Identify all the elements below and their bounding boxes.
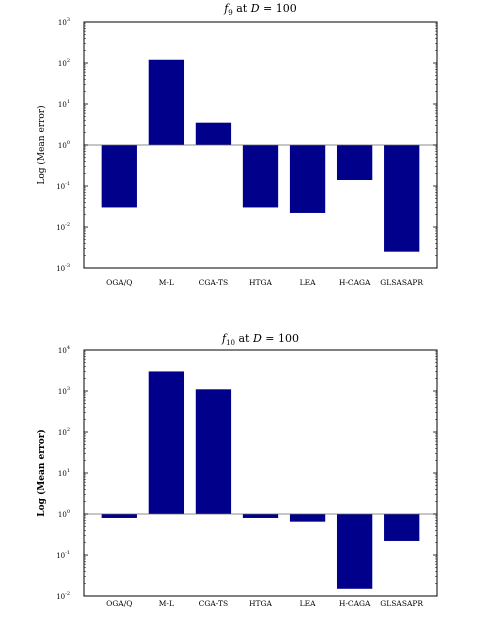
y-tick-label: 100 [58, 509, 70, 519]
y-tick-label: 103 [58, 386, 70, 396]
y-tick-label: 100 [58, 140, 70, 150]
bar-lea [289, 514, 326, 522]
y-tick-label: 10-1 [56, 550, 70, 560]
x-tick-label: CGA-TS [199, 278, 229, 287]
y-tick-exponent: -3 [65, 263, 70, 269]
y-tick-label: 10-1 [56, 181, 70, 191]
y-tick-base: 10 [56, 224, 65, 232]
x-tick-label: H-CAGA [339, 599, 371, 608]
title-subscript: 9 [228, 9, 232, 17]
bar-glsasapr [384, 514, 420, 541]
y-tick-label: 10-3 [56, 263, 70, 273]
y-tick-base: 10 [58, 347, 67, 355]
y-tick-exponent: -1 [65, 550, 70, 556]
y-tick-base: 10 [58, 470, 67, 478]
bar-oga-q [101, 514, 137, 518]
plot-frame [83, 349, 438, 597]
y-tick-label: 102 [58, 427, 70, 437]
chart-1: f9 at D = 100 Log (Mean error) OGA/Q M-L CGA… [36, 2, 438, 287]
title-func: f [223, 2, 230, 15]
bar-h-caga [336, 145, 373, 181]
x-tick-label: CGA-TS [199, 599, 229, 608]
bar-cga-ts [195, 122, 232, 145]
title-subscript: 10 [226, 339, 235, 347]
x-tick-label: LEA [300, 599, 316, 608]
bar-glsasapr [384, 145, 420, 252]
y-tick-exponent: -2 [65, 591, 70, 597]
bar-h-caga [336, 514, 373, 589]
y-tick-base: 10 [56, 593, 65, 601]
y-tick-exponent: 1 [67, 99, 70, 105]
y-tick-label: 104 [58, 345, 70, 355]
y-tick-exponent: -1 [65, 181, 70, 187]
chart-title: f10 at D = 100 [221, 332, 299, 347]
x-tick-label: HTGA [249, 599, 273, 608]
y-tick-label: 101 [58, 468, 70, 478]
y-tick-exponent: 0 [67, 509, 70, 515]
x-tick-label: LEA [300, 278, 316, 287]
y-tick-label: 10-2 [56, 591, 70, 601]
y-tick-exponent: -2 [65, 222, 70, 228]
bar-oga-q [101, 145, 137, 208]
x-tick-label: H-CAGA [339, 278, 371, 287]
y-tick-exponent: 1 [67, 468, 70, 474]
bar-htga [242, 514, 279, 518]
title-value: = 100 [260, 2, 297, 15]
x-tick-label: HTGA [249, 278, 273, 287]
y-tick-base: 10 [56, 183, 65, 191]
title-at: at [235, 332, 253, 345]
y-tick-base: 10 [58, 101, 67, 109]
y-tick-exponent: 2 [67, 427, 70, 433]
y-tick-exponent: 4 [67, 345, 70, 351]
x-tick-label: OGA/Q [106, 599, 132, 608]
bar-m-l [148, 59, 185, 145]
y-tick-exponent: 0 [67, 140, 70, 146]
x-tick-label: GLSASAPR [380, 278, 423, 287]
title-func: f [221, 332, 228, 345]
bar-m-l [148, 371, 185, 514]
y-tick-label: 102 [58, 58, 70, 68]
y-tick-exponent: 3 [67, 17, 70, 23]
y-tick-label: 103 [58, 17, 70, 27]
y-axis-label: Log (Mean error) [36, 105, 47, 184]
y-tick-base: 10 [58, 60, 67, 68]
y-tick-exponent: 3 [67, 386, 70, 392]
y-tick-label: 10-2 [56, 222, 70, 232]
y-tick-base: 10 [58, 19, 67, 27]
title-dimension: D [250, 2, 260, 15]
y-tick-exponent: 2 [67, 58, 70, 64]
y-tick-base: 10 [56, 265, 65, 273]
bar-htga [242, 145, 279, 208]
bar-cga-ts [195, 389, 232, 514]
x-tick-label: M-L [159, 278, 174, 287]
title-dimension: D [252, 332, 262, 345]
y-tick-base: 10 [58, 388, 67, 396]
x-tick-label: GLSASAPR [380, 599, 423, 608]
x-tick-label: M-L [159, 599, 174, 608]
y-tick-base: 10 [58, 142, 67, 150]
title-value: = 100 [262, 332, 299, 345]
y-tick-label: 101 [58, 99, 70, 109]
y-tick-base: 10 [58, 429, 67, 437]
bar-lea [289, 145, 326, 213]
chart-title: f9 at D = 100 [223, 2, 297, 17]
y-axis-label: Log (Mean error) [36, 429, 47, 516]
x-tick-label: OGA/Q [106, 278, 132, 287]
y-tick-base: 10 [58, 511, 67, 519]
y-tick-base: 10 [56, 552, 65, 560]
title-at: at [233, 2, 251, 15]
